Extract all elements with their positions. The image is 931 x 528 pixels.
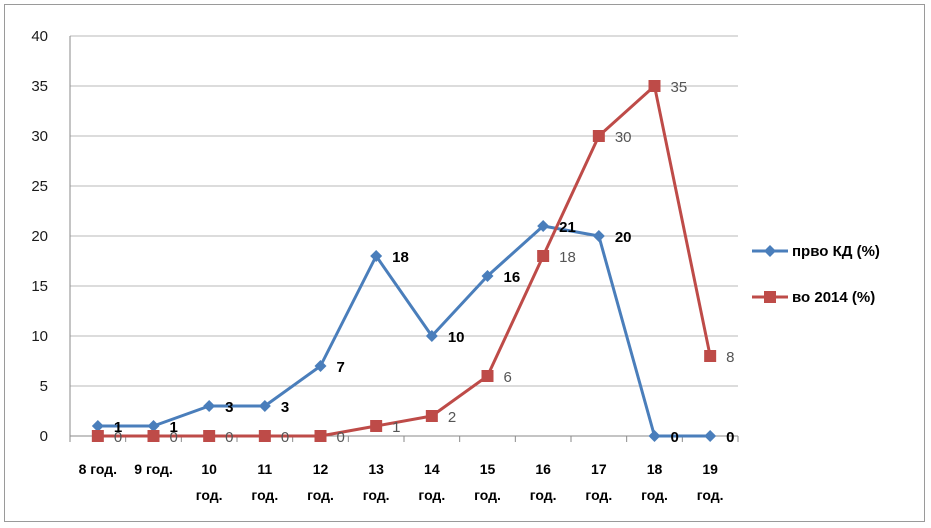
data-point-series-1 — [370, 250, 383, 262]
data-label-series-2: 35 — [671, 79, 688, 96]
data-label-series-1: 1 — [170, 419, 178, 436]
data-label-series-2: 0 — [170, 429, 178, 446]
data-point-series-1 — [147, 420, 160, 432]
x-tick-label: 17 — [591, 461, 607, 477]
data-point-series-2 — [592, 130, 605, 142]
x-tick-label: год. — [641, 487, 668, 503]
data-point-series-2 — [203, 430, 216, 442]
data-point-series-2 — [648, 80, 661, 92]
data-point-series-2 — [481, 370, 494, 382]
x-tick-label: 12 — [313, 461, 329, 477]
x-tick-label: 13 — [368, 461, 384, 477]
data-point-series-1 — [648, 430, 661, 442]
y-tick-label: 10 — [31, 328, 48, 345]
data-label-series-1: 0 — [726, 429, 734, 446]
legend-label-2: во 2014 (%) — [792, 289, 875, 306]
y-tick-label: 35 — [31, 78, 48, 95]
data-label-series-2: 0 — [337, 429, 345, 446]
data-point-series-2 — [425, 410, 438, 422]
data-label-series-2: 1 — [392, 419, 400, 436]
x-tick-label: 11 — [257, 461, 272, 477]
legend-marker-series-2 — [764, 291, 776, 303]
data-label-series-2: 0 — [225, 429, 233, 446]
series-line-1 — [97, 224, 711, 438]
x-tick-label: год. — [418, 487, 445, 503]
data-point-series-1 — [258, 400, 271, 412]
y-tick-label: 15 — [31, 278, 48, 295]
x-tick-label: год. — [251, 487, 278, 503]
data-point-series-2 — [704, 350, 717, 362]
data-label-series-1: 20 — [615, 229, 632, 246]
data-point-series-2 — [370, 420, 383, 432]
y-tick-label: 30 — [31, 128, 48, 145]
data-label-series-2: 2 — [448, 409, 456, 426]
data-label-series-1: 0 — [671, 429, 679, 446]
x-tick-label: 14 — [424, 461, 440, 477]
x-tick-label: год. — [697, 487, 724, 503]
x-tick-label: год. — [474, 487, 501, 503]
x-tick-label: 10 — [201, 461, 217, 477]
data-point-series-1 — [314, 360, 327, 372]
data-label-series-2: 0 — [281, 429, 289, 446]
y-tick-label: 25 — [31, 178, 48, 195]
data-point-series-1 — [592, 230, 605, 242]
y-tick-label: 0 — [40, 428, 48, 445]
data-point-series-1 — [425, 330, 438, 342]
data-label-series-1: 3 — [225, 399, 233, 416]
data-point-series-1 — [481, 270, 494, 282]
data-label-series-2: 6 — [504, 369, 512, 386]
y-tick-label: 20 — [31, 228, 48, 245]
x-tick-label: год. — [196, 487, 223, 503]
series-line-2 — [97, 84, 712, 438]
data-label-series-1: 10 — [448, 329, 465, 346]
y-tick-label: 40 — [31, 28, 48, 45]
legend-label-1: прво КД (%) — [792, 243, 880, 260]
data-label-series-2: 18 — [559, 249, 576, 266]
x-tick-label: 9 год. — [134, 461, 172, 477]
data-point-series-1 — [91, 420, 104, 432]
x-tick-label: 15 — [480, 461, 496, 477]
data-point-series-2 — [91, 430, 104, 442]
data-label-series-1: 21 — [559, 219, 576, 236]
data-point-series-1 — [537, 220, 550, 232]
data-label-series-1: 3 — [281, 399, 289, 416]
data-point-series-1 — [203, 400, 216, 412]
data-point-series-2 — [314, 430, 327, 442]
x-tick-label: 8 год. — [79, 461, 117, 477]
data-label-series-2: 30 — [615, 129, 632, 146]
data-label-series-2: 8 — [726, 349, 734, 366]
x-tick-label: 18 — [647, 461, 663, 477]
x-tick-label: год. — [530, 487, 557, 503]
legend-marker-series-1 — [764, 245, 776, 257]
x-tick-label: 19 — [702, 461, 718, 477]
y-tick-label: 5 — [40, 378, 48, 395]
data-point-series-1 — [704, 430, 717, 442]
x-tick-label: 16 — [535, 461, 551, 477]
data-point-series-2 — [147, 430, 160, 442]
data-point-series-2 — [537, 250, 550, 262]
data-point-series-2 — [258, 430, 271, 442]
data-label-series-1: 7 — [337, 359, 345, 376]
data-label-series-1: 1 — [114, 419, 122, 436]
data-label-series-2: 0 — [114, 429, 122, 446]
data-label-series-1: 16 — [504, 269, 521, 286]
x-tick-label: год. — [585, 487, 612, 503]
x-tick-label: год. — [307, 487, 334, 503]
data-label-series-1: 18 — [392, 249, 409, 266]
x-tick-label: год. — [363, 487, 390, 503]
